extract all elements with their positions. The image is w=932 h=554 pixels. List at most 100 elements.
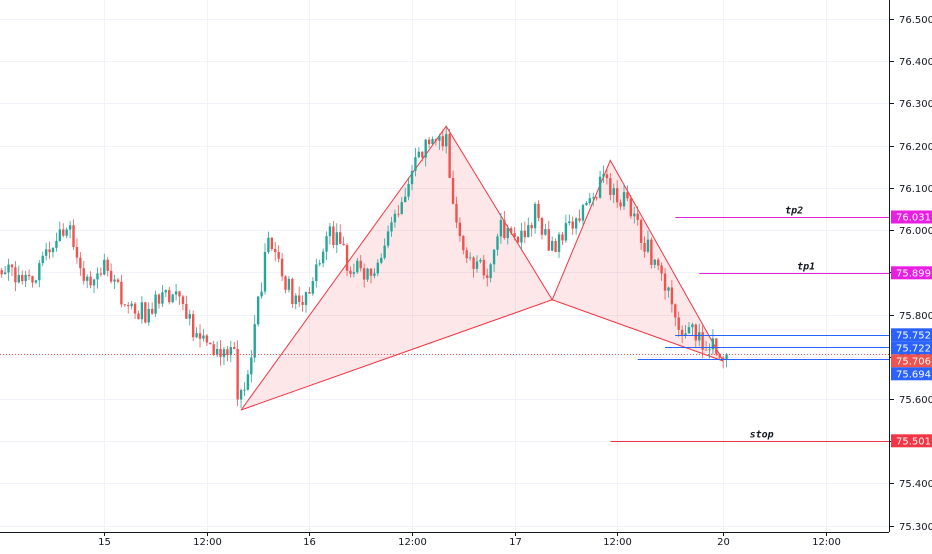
candle-body xyxy=(417,151,421,158)
level-label-tp2: tp2 xyxy=(785,206,803,217)
price-tag-entry: 75.722 xyxy=(896,343,931,354)
candle-body xyxy=(533,203,537,229)
candle-body xyxy=(369,268,373,276)
candle-body xyxy=(174,291,178,295)
candle-body xyxy=(362,268,366,280)
candle-body xyxy=(403,196,407,203)
candle-body xyxy=(222,349,226,357)
candle-body xyxy=(263,251,267,292)
candle-body xyxy=(479,259,482,262)
candle-body xyxy=(130,303,133,307)
candle-body xyxy=(390,222,393,232)
candle-body xyxy=(62,229,65,236)
candle-body xyxy=(79,257,82,269)
candle-body xyxy=(92,279,96,286)
candle-body xyxy=(157,294,161,304)
candle-body xyxy=(144,302,147,323)
candle-body xyxy=(400,202,403,215)
candle-body xyxy=(41,255,44,264)
candle-body xyxy=(181,296,185,305)
candle-body xyxy=(233,347,236,349)
candle-body xyxy=(147,308,150,323)
candle-body xyxy=(260,291,263,297)
candle-body xyxy=(421,151,424,158)
candle-body xyxy=(253,324,256,358)
candle-body xyxy=(468,257,472,259)
candle-body xyxy=(499,219,503,237)
candle-body xyxy=(554,241,557,252)
candle-body xyxy=(212,344,215,356)
candle-body xyxy=(462,236,465,251)
time-axis[interactable]: 15 12:00 16 12:00 17 12:00 20 12:00 xyxy=(98,532,841,548)
candle-body xyxy=(202,335,205,339)
candle-body xyxy=(595,197,598,199)
candle-body xyxy=(445,134,448,147)
price-tag-tp2: 76.031 xyxy=(896,213,931,224)
candle-body xyxy=(701,332,704,350)
candle-body xyxy=(626,192,629,199)
candle-body xyxy=(315,264,318,282)
candle-body xyxy=(246,374,250,390)
candle-body xyxy=(195,333,198,338)
candle-body xyxy=(427,139,431,145)
candle-body xyxy=(455,203,458,223)
candle-body xyxy=(75,246,79,258)
pattern-triangle-xab xyxy=(241,126,553,410)
candle-body xyxy=(646,239,650,252)
candle-body xyxy=(58,229,62,241)
candle-body xyxy=(482,259,486,276)
price-axis-tags: 76.031 75.899 75.752 75.722 75.706 75.694 75.5… xyxy=(891,210,932,448)
price-tag-entry-bg xyxy=(891,341,932,355)
candle-body xyxy=(660,265,663,274)
candle-body xyxy=(721,357,725,360)
candle-body xyxy=(3,272,7,275)
price-tag-tp1: 75.899 xyxy=(896,268,931,279)
candle-body xyxy=(639,219,643,243)
candle-body xyxy=(291,278,294,305)
candle-body xyxy=(205,335,209,343)
candle-body xyxy=(492,249,496,265)
candle-body xyxy=(82,268,85,281)
candle-body xyxy=(578,218,581,221)
candle-body xyxy=(680,329,684,336)
candle-body xyxy=(301,302,304,305)
candle-body xyxy=(650,239,653,265)
candle-body xyxy=(34,280,38,283)
candle-body xyxy=(68,225,72,230)
candle-body xyxy=(503,219,506,238)
candle-body xyxy=(243,389,246,391)
candle-body xyxy=(191,314,195,338)
candle-body xyxy=(308,292,311,294)
candle-body xyxy=(161,292,164,304)
level-label-stop: stop xyxy=(750,430,774,441)
candle-body xyxy=(65,229,68,236)
time-tick-label: 17 xyxy=(509,537,522,548)
time-tick-label: 12:00 xyxy=(398,537,427,548)
candles xyxy=(0,126,728,408)
candle-body xyxy=(328,226,332,237)
candle-body xyxy=(215,348,219,356)
candle-body xyxy=(509,228,513,233)
candle-body xyxy=(219,348,222,357)
candle-body xyxy=(356,260,359,273)
candle-body xyxy=(581,205,585,221)
candle-body xyxy=(711,338,715,350)
candle-body xyxy=(89,276,92,286)
candle-body xyxy=(154,294,157,314)
candle-body xyxy=(397,213,400,215)
candle-body xyxy=(407,184,410,197)
candle-body xyxy=(489,264,492,278)
candle-body xyxy=(150,308,154,314)
candle-body xyxy=(496,236,499,250)
candle-body xyxy=(451,177,455,204)
candle-body xyxy=(424,139,427,158)
candle-body xyxy=(284,276,287,290)
candle-body xyxy=(31,276,34,283)
candle-body xyxy=(236,348,239,400)
price-tag-tp2-bg xyxy=(891,210,932,224)
candle-body xyxy=(619,202,622,207)
harmonic-pattern xyxy=(240,125,724,411)
candle-body xyxy=(103,259,106,275)
